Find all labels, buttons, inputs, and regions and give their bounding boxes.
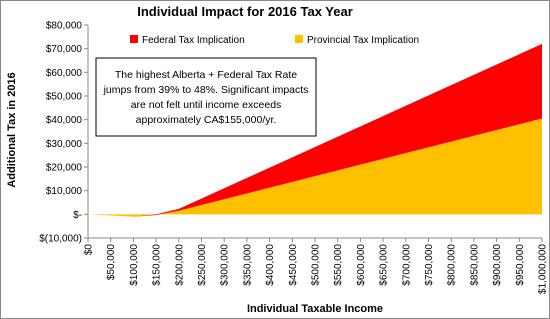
x-tick-label: $150,000 (152, 244, 163, 286)
y-tick-label: $80,000 (46, 21, 83, 32)
y-tick-label: $- (73, 210, 82, 221)
annotation-box (95, 57, 317, 137)
annotation-line: jumps from 39% to 48%. Significant impac… (103, 84, 309, 96)
y-tick-label: $40,000 (46, 115, 83, 126)
legend-swatch (295, 35, 303, 43)
x-tick-label: $100,000 (129, 244, 140, 286)
annotation-line: approximately CA$155,000/yr. (136, 114, 277, 126)
x-tick-label: $300,000 (220, 244, 231, 286)
x-tick-label: $750,000 (424, 244, 435, 286)
x-tick-label: $550,000 (333, 244, 344, 286)
y-tick-label: $(10,000) (39, 234, 82, 245)
x-tick-label: $700,000 (401, 244, 412, 286)
x-axis-title: Individual Taxable Income (247, 303, 383, 315)
x-tick-label: $600,000 (356, 244, 367, 286)
annotation-line: are not felt until income exceeds (131, 99, 282, 111)
y-tick-label: $60,000 (46, 68, 83, 79)
x-tick-label: $400,000 (265, 244, 276, 286)
y-tick-label: $30,000 (46, 139, 83, 150)
legend-label: Provincial Tax Implication (307, 35, 419, 46)
x-tick-label: $850,000 (469, 244, 480, 286)
x-tick-label: $50,000 (106, 244, 117, 281)
x-tick-label: $650,000 (379, 244, 390, 286)
y-tick-label: $70,000 (46, 44, 83, 55)
y-tick-label: $10,000 (46, 186, 83, 197)
legend-swatch (130, 35, 138, 43)
y-axis-title: Additional Tax in 2016 (6, 72, 18, 187)
x-tick-label: $200,000 (174, 244, 185, 286)
y-tick-label: $50,000 (46, 92, 83, 103)
area (88, 43, 542, 217)
x-tick-label: $1,000,000 (538, 244, 549, 294)
x-tick-label: $0 (84, 244, 95, 256)
x-tick-label: $800,000 (447, 244, 458, 286)
x-tick-label: $900,000 (492, 244, 503, 286)
x-tick-label: $500,000 (311, 244, 322, 286)
x-tick-label: $950,000 (515, 244, 526, 286)
x-tick-label: $350,000 (242, 244, 253, 286)
annotation-line: The highest Alberta + Federal Tax Rate (115, 69, 297, 81)
y-tick-label: $20,000 (46, 163, 83, 174)
area (88, 118, 542, 217)
chart-title: Individual Impact for 2016 Tax Year (137, 4, 353, 19)
x-tick-label: $250,000 (197, 244, 208, 286)
legend-label: Federal Tax Implication (142, 35, 245, 46)
x-tick-label: $450,000 (288, 244, 299, 286)
